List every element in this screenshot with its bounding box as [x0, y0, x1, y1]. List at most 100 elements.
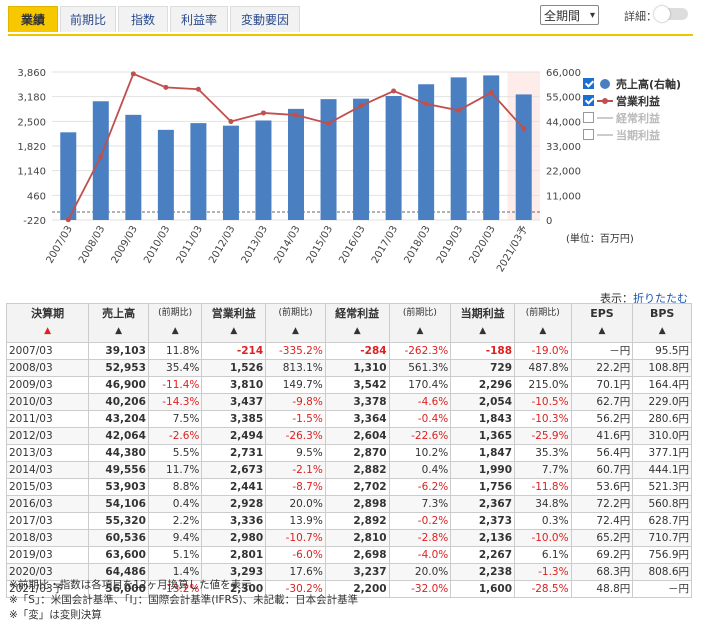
- table-cell: 2,494: [201, 427, 267, 445]
- sales-bar: [222, 125, 239, 220]
- table-cell: 0.4%: [147, 495, 203, 513]
- line-marker-icon: [597, 130, 613, 140]
- column-header[interactable]: (前期比) ▲: [265, 303, 326, 343]
- table-cell: 49,556: [88, 461, 149, 479]
- footnote: ※「S」：米国会計基準、「I」：国際会計基準(IFRS)、未記載：日本会計基準: [9, 594, 359, 606]
- sort-arrow-icon[interactable]: ▲: [658, 326, 666, 336]
- sort-arrow-icon[interactable]: ▲: [292, 326, 299, 336]
- display-label: 表示：: [600, 292, 633, 305]
- table-cell: 43,204: [88, 410, 149, 428]
- sort-arrow-icon[interactable]: ▲: [230, 326, 238, 336]
- column-header[interactable]: BPS ▲: [632, 303, 692, 343]
- table-cell: -4.0%: [388, 546, 452, 564]
- column-header-label: 決算期: [31, 307, 65, 320]
- table-cell: 2,882: [324, 461, 390, 479]
- column-header[interactable]: EPS ▲: [570, 303, 634, 343]
- table-cell: 40,206: [88, 393, 149, 411]
- table-cell: 0.4%: [388, 461, 452, 479]
- legend-label: 営業利益: [616, 94, 660, 108]
- sort-arrow-icon[interactable]: ▲: [353, 326, 361, 336]
- sort-arrow-icon[interactable]: ▲: [539, 326, 547, 336]
- table-cell: 2,367: [450, 495, 516, 513]
- table-row: 2015/03 53,903 8.8% 2,441 -8.7% 2,702 -6.2% 1,7…: [5, 478, 692, 496]
- table-cell: 2,296: [450, 376, 516, 394]
- sort-arrow-icon[interactable]: ▲: [44, 326, 52, 336]
- column-header-label: 売上高: [102, 307, 136, 320]
- table-cell: 3,336: [201, 512, 267, 530]
- table-cell: 6.1%: [514, 546, 572, 564]
- table-row: 2019/03 63,600 5.1% 2,801 -6.0% 2,698 -4.0% 2,2…: [5, 546, 692, 564]
- table-cell: -0.2%: [388, 512, 452, 530]
- sort-arrow-icon[interactable]: ▲: [598, 326, 606, 336]
- table-cell: 1,843: [450, 410, 516, 428]
- column-header[interactable]: (前期比) ▲: [147, 303, 203, 343]
- column-header-label: 営業利益: [211, 307, 256, 320]
- tab-results[interactable]: 業績: [8, 6, 58, 32]
- detail-toggle[interactable]: [654, 6, 688, 22]
- tab-margin[interactable]: 利益率: [170, 6, 228, 32]
- table-cell: 8.8%: [147, 478, 203, 496]
- operating-profit-point: [228, 119, 234, 125]
- table-cell: 2,136: [450, 529, 516, 547]
- column-header[interactable]: 当期利益 ▲: [450, 303, 516, 343]
- column-header[interactable]: 決算期 ▲: [5, 303, 90, 343]
- left-tick-label: 1,140: [17, 167, 46, 178]
- chevron-down-icon: ▾: [589, 10, 595, 21]
- table-cell: 9.4%: [147, 529, 203, 547]
- legend-item-sales[interactable]: 売上高(右軸): [583, 75, 681, 92]
- sales-bar: [157, 129, 174, 220]
- table-cell: -335.2%: [265, 342, 326, 360]
- table-cell: 2019/03: [5, 546, 90, 564]
- legend-item-net[interactable]: 当期利益: [583, 126, 681, 143]
- table-cell: 72.2円: [570, 495, 634, 513]
- legend-checkbox[interactable]: [583, 95, 594, 106]
- dot-icon: [597, 78, 613, 89]
- operating-profit-point: [521, 126, 527, 132]
- table-cell: 72.4円: [570, 512, 634, 530]
- table-row: 2014/03 49,556 11.7% 2,673 -2.1% 2,882 0.4% 1,9…: [5, 461, 692, 479]
- table-cell: 2008/03: [5, 359, 90, 377]
- operating-profit-point: [98, 154, 104, 160]
- sort-arrow-icon[interactable]: ▲: [171, 326, 179, 336]
- period-select[interactable]: 全期間 ▾: [540, 5, 599, 25]
- sort-arrow-icon[interactable]: ▲: [115, 326, 123, 336]
- column-header-label: (前期比): [158, 308, 193, 318]
- tab-factors[interactable]: 変動要因: [230, 6, 300, 32]
- table-cell: 2,300: [201, 580, 267, 598]
- sort-arrow-icon[interactable]: ▲: [479, 326, 487, 336]
- table-row: 2010/03 40,206 -14.3% 3,437 -9.8% 3,378 -4.6% 2…: [5, 393, 692, 411]
- footnotes: ※前期比・指数は各項目を12ヶ月換算した値を表示 ※「S」：米国会計基準、「I」…: [9, 578, 358, 623]
- table-cell: -262.3%: [388, 342, 452, 360]
- right-tick-label: 33,000: [546, 142, 581, 153]
- left-tick-label: 3,860: [17, 68, 46, 79]
- column-header[interactable]: 営業利益 ▲: [201, 303, 267, 343]
- tab-index[interactable]: 指数: [118, 6, 168, 32]
- legend-item-ordinary[interactable]: 経常利益: [583, 109, 681, 126]
- sales-bar: [515, 94, 532, 220]
- legend-item-operating[interactable]: 営業利益: [583, 92, 681, 109]
- table-cell: 1,310: [324, 359, 390, 377]
- legend-checkbox[interactable]: [583, 129, 594, 140]
- sales-bar: [418, 84, 435, 220]
- sales-bar: [92, 101, 109, 220]
- legend-checkbox[interactable]: [583, 112, 594, 123]
- column-header-label: 経常利益: [335, 307, 380, 320]
- tab-yoy[interactable]: 前期比: [60, 6, 116, 32]
- table-cell: 56,000: [88, 580, 149, 598]
- table-cell: 2017/03: [5, 512, 90, 530]
- table-cell: 729: [450, 359, 516, 377]
- legend-checkbox[interactable]: [583, 78, 594, 89]
- table-cell: -10.5%: [514, 393, 572, 411]
- sort-arrow-icon[interactable]: ▲: [416, 326, 424, 336]
- table-display-control: 表示：折りたたむ: [600, 290, 688, 306]
- x-tick-label: 2007/03: [45, 224, 75, 265]
- column-header[interactable]: 売上高 ▲: [88, 303, 149, 343]
- column-header[interactable]: (前期比) ▲: [388, 303, 452, 343]
- table-cell: 1,526: [201, 359, 267, 377]
- fold-link[interactable]: 折りたたむ: [633, 292, 688, 305]
- table-cell: 53.6円: [570, 478, 634, 496]
- column-header[interactable]: (前期比) ▲: [514, 303, 572, 343]
- table-cell: 13.9%: [265, 512, 326, 530]
- column-header[interactable]: 経常利益 ▲: [324, 303, 390, 343]
- table-cell: 65.2円: [570, 529, 634, 547]
